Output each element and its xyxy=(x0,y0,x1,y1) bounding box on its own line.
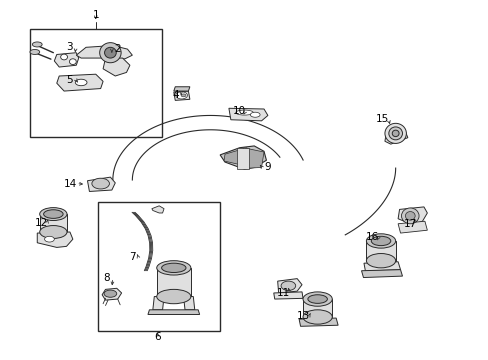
Bar xyxy=(98,202,220,330)
Text: 7: 7 xyxy=(129,252,135,262)
Ellipse shape xyxy=(69,59,76,64)
Polygon shape xyxy=(76,45,132,59)
Polygon shape xyxy=(173,87,189,91)
Polygon shape xyxy=(157,268,190,297)
Text: 10: 10 xyxy=(233,106,245,116)
Polygon shape xyxy=(153,297,163,310)
Text: 5: 5 xyxy=(66,75,73,85)
Text: 1: 1 xyxy=(92,10,99,20)
Ellipse shape xyxy=(307,295,327,303)
Ellipse shape xyxy=(175,92,187,99)
Ellipse shape xyxy=(157,261,190,275)
Polygon shape xyxy=(228,108,267,121)
Ellipse shape xyxy=(61,54,67,60)
Text: 17: 17 xyxy=(403,219,416,229)
Polygon shape xyxy=(220,146,266,169)
Text: 4: 4 xyxy=(172,90,178,100)
Polygon shape xyxy=(152,206,163,213)
Text: 12: 12 xyxy=(35,218,48,228)
Ellipse shape xyxy=(92,178,109,189)
Polygon shape xyxy=(57,74,103,91)
Ellipse shape xyxy=(370,236,390,246)
Polygon shape xyxy=(242,148,264,168)
Text: 14: 14 xyxy=(63,179,77,189)
Ellipse shape xyxy=(366,253,395,268)
Polygon shape xyxy=(397,221,427,233)
Ellipse shape xyxy=(161,263,185,273)
Polygon shape xyxy=(224,148,246,166)
Ellipse shape xyxy=(391,130,398,136)
Polygon shape xyxy=(87,177,115,192)
Ellipse shape xyxy=(303,310,331,324)
Polygon shape xyxy=(277,279,302,293)
Polygon shape xyxy=(183,297,194,310)
Ellipse shape xyxy=(30,49,40,54)
Polygon shape xyxy=(384,132,407,144)
Ellipse shape xyxy=(405,212,414,220)
Polygon shape xyxy=(303,299,331,317)
Polygon shape xyxy=(363,262,400,271)
Polygon shape xyxy=(299,318,337,326)
Text: 9: 9 xyxy=(264,162,271,172)
Polygon shape xyxy=(173,91,189,100)
Polygon shape xyxy=(103,58,130,76)
Ellipse shape xyxy=(43,210,63,219)
Ellipse shape xyxy=(157,289,190,304)
Polygon shape xyxy=(366,241,395,261)
Polygon shape xyxy=(37,232,73,247)
Ellipse shape xyxy=(250,112,260,117)
Text: 2: 2 xyxy=(114,44,121,54)
Polygon shape xyxy=(102,288,122,300)
Text: 3: 3 xyxy=(66,42,73,52)
Ellipse shape xyxy=(303,292,331,306)
Ellipse shape xyxy=(32,42,42,47)
Ellipse shape xyxy=(40,208,67,221)
Ellipse shape xyxy=(401,208,418,224)
Text: 15: 15 xyxy=(375,114,388,124)
Ellipse shape xyxy=(100,42,121,63)
Ellipse shape xyxy=(75,79,87,86)
Ellipse shape xyxy=(235,110,253,115)
Text: 6: 6 xyxy=(154,332,161,342)
Polygon shape xyxy=(54,53,79,67)
Ellipse shape xyxy=(388,127,402,140)
Ellipse shape xyxy=(44,236,54,242)
Text: 13: 13 xyxy=(296,311,309,321)
Text: 16: 16 xyxy=(366,232,379,242)
Ellipse shape xyxy=(104,290,117,297)
Polygon shape xyxy=(40,214,67,232)
Ellipse shape xyxy=(104,47,116,58)
Text: 8: 8 xyxy=(103,273,110,283)
Polygon shape xyxy=(273,292,303,299)
Ellipse shape xyxy=(181,94,185,97)
Bar xyxy=(30,30,161,137)
Polygon shape xyxy=(148,310,199,315)
Polygon shape xyxy=(397,207,427,225)
Polygon shape xyxy=(237,148,249,169)
Ellipse shape xyxy=(40,226,67,238)
Ellipse shape xyxy=(366,234,395,248)
Ellipse shape xyxy=(384,123,406,143)
Text: 11: 11 xyxy=(276,288,289,298)
Polygon shape xyxy=(361,270,402,278)
Ellipse shape xyxy=(281,281,295,291)
